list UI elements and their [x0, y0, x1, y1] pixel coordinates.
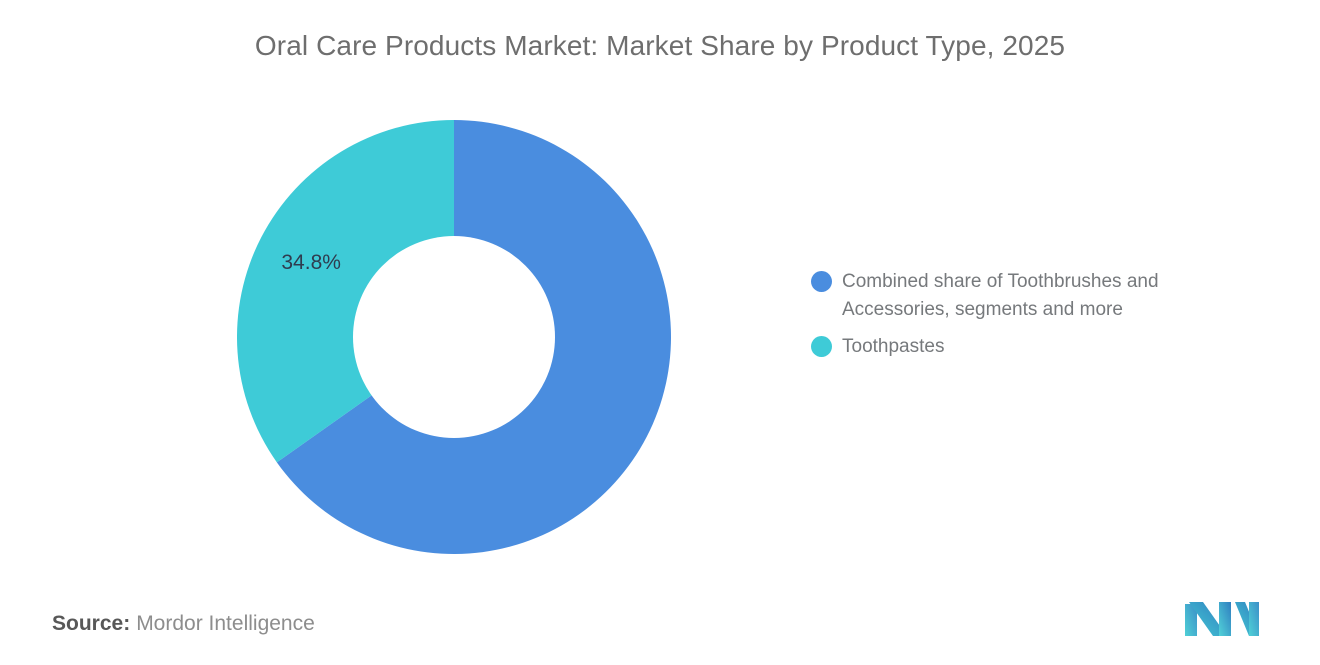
- slice-data-label-toothpastes: 34.8%: [281, 251, 341, 275]
- source-label: Source:: [52, 612, 131, 635]
- chart-legend: Combined share of Toothbrushes and Acces…: [811, 268, 1261, 370]
- legend-item-label: Combined share of Toothbrushes and Acces…: [842, 271, 1159, 320]
- legend-item-label: Toothpastes: [842, 336, 945, 357]
- page-title: Oral Care Products Market: Market Share …: [254, 30, 1066, 61]
- pie-slice-toothpastes[interactable]: [237, 120, 454, 463]
- mordor-intelligence-mi-logo: [1183, 596, 1261, 640]
- source-attribution: Source: Mordor Intelligence: [52, 612, 315, 636]
- donut-chart-svg: [237, 120, 671, 554]
- legend-item-toothpastes[interactable]: Toothpastes: [811, 333, 1261, 361]
- circle-swatch-icon: [811, 336, 832, 357]
- mi-logo-svg: [1185, 602, 1259, 636]
- source-name: Mordor Intelligence: [136, 612, 315, 635]
- donut-hole: [353, 236, 555, 438]
- donut-chart: 34.8%: [237, 120, 671, 554]
- circle-swatch-icon: [811, 271, 832, 292]
- legend-item-combined-share[interactable]: Combined share of Toothbrushes and Acces…: [811, 268, 1261, 324]
